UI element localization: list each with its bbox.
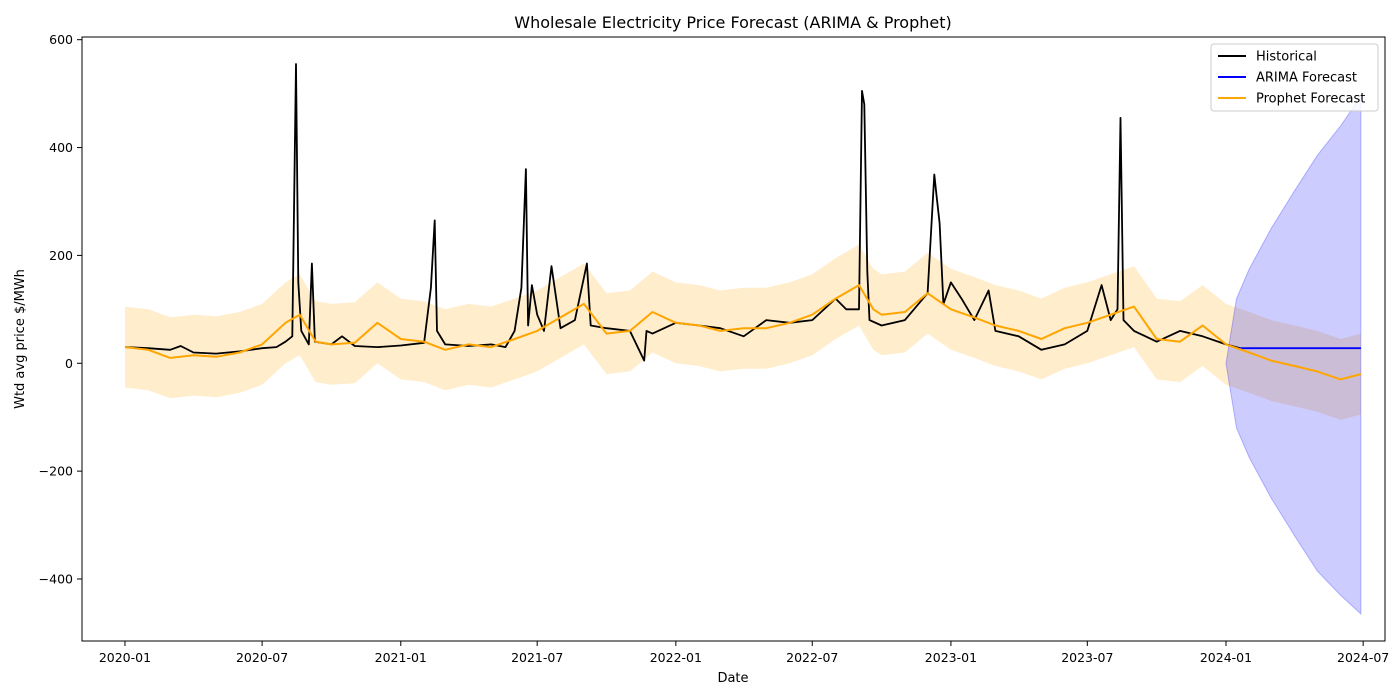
x-tick-label: 2023-01 — [925, 650, 977, 665]
prophet-confidence-band — [125, 244, 1361, 420]
x-axis: 2020-01 2020-07 2021-01 2021-07 2022-01 2022-… — [99, 641, 1389, 665]
prophet-forecast-line — [124, 284, 1362, 381]
x-tick-label: 2022-07 — [786, 650, 838, 665]
x-tick-label: 2024-07 — [1337, 650, 1389, 665]
historical-line — [124, 63, 1241, 362]
y-axis-label: Wtd avg price $/MWh — [13, 269, 28, 409]
legend-box — [1210, 43, 1379, 112]
legend: Historical ARIMA Forecast Prophet Forecast — [1210, 43, 1379, 112]
y-tick-label: −400 — [39, 571, 73, 586]
x-tick-label: 2021-01 — [375, 650, 427, 665]
y-tick-label: 600 — [49, 32, 73, 47]
y-axis: −400 −200 0 200 400 600 — [39, 32, 82, 586]
y-tick-label: 200 — [49, 248, 73, 263]
y-tick-label: 0 — [65, 356, 73, 371]
legend-label: Prophet Forecast — [1256, 92, 1365, 107]
x-tick-label: 2020-07 — [236, 650, 288, 665]
x-tick-label: 2022-01 — [650, 650, 702, 665]
y-tick-label: 400 — [49, 140, 73, 155]
legend-label: ARIMA Forecast — [1256, 71, 1357, 86]
x-tick-label: 2020-01 — [99, 650, 151, 665]
x-tick-label: 2021-07 — [511, 650, 563, 665]
x-axis-label: Date — [717, 671, 748, 686]
plot-area — [124, 63, 1362, 616]
arima-confidence-band — [1225, 94, 1362, 616]
legend-label: Historical — [1256, 50, 1317, 65]
x-tick-label: 2023-07 — [1061, 650, 1113, 665]
y-tick-label: −200 — [39, 464, 73, 479]
x-tick-label: 2024-01 — [1200, 650, 1252, 665]
plot-frame — [81, 36, 1386, 642]
chart-title: Wholesale Electricity Price Forecast (AR… — [514, 13, 951, 32]
